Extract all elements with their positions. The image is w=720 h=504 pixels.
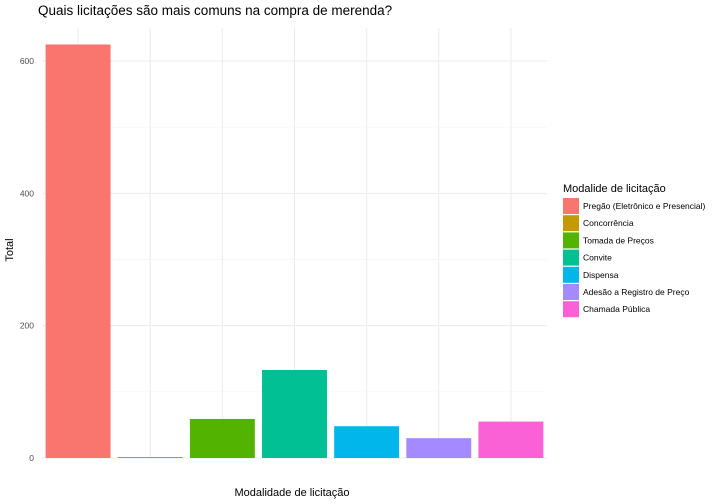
legend-swatch	[563, 215, 579, 232]
grid	[42, 28, 547, 459]
legend: Pregão (Eletrônico e Presencial) Concorrê…	[563, 198, 706, 318]
bar	[45, 44, 111, 458]
y-tick-label: 200	[20, 321, 34, 331]
bars	[45, 44, 544, 458]
legend-swatch	[563, 284, 579, 300]
legend-label: Concorrência	[583, 218, 634, 228]
y-tick-label: 0	[29, 453, 34, 463]
legend-swatch	[563, 249, 579, 266]
legend-label: Adesão a Registro de Preço	[583, 287, 690, 297]
legend-swatch	[563, 266, 579, 283]
bar	[334, 426, 400, 458]
x-axis-title: Modalidade de licitação	[235, 487, 350, 499]
y-axis-title: Total	[4, 238, 16, 261]
y-tick-label: 600	[20, 56, 34, 66]
legend-title: Modalide de licitação	[563, 183, 666, 195]
legend-label: Convite	[583, 253, 612, 263]
legend-label: Pregão (Eletrônico e Presencial)	[583, 201, 706, 211]
bar	[189, 418, 255, 458]
legend-swatch	[563, 198, 579, 214]
legend-swatch	[563, 232, 579, 249]
y-axis-ticks: 0 200 400 600	[20, 56, 34, 463]
legend-label: Chamada Pública	[583, 304, 650, 314]
bar	[406, 438, 472, 458]
bar	[262, 369, 327, 458]
bar	[117, 457, 183, 458]
bar	[478, 421, 544, 458]
legend-swatch	[563, 301, 579, 318]
y-tick-label: 400	[20, 188, 34, 198]
legend-label: Tomada de Preços	[583, 235, 654, 245]
legend-label: Dispensa	[583, 270, 619, 280]
chart-title: Quais licitações são mais comuns na comp…	[38, 3, 392, 18]
